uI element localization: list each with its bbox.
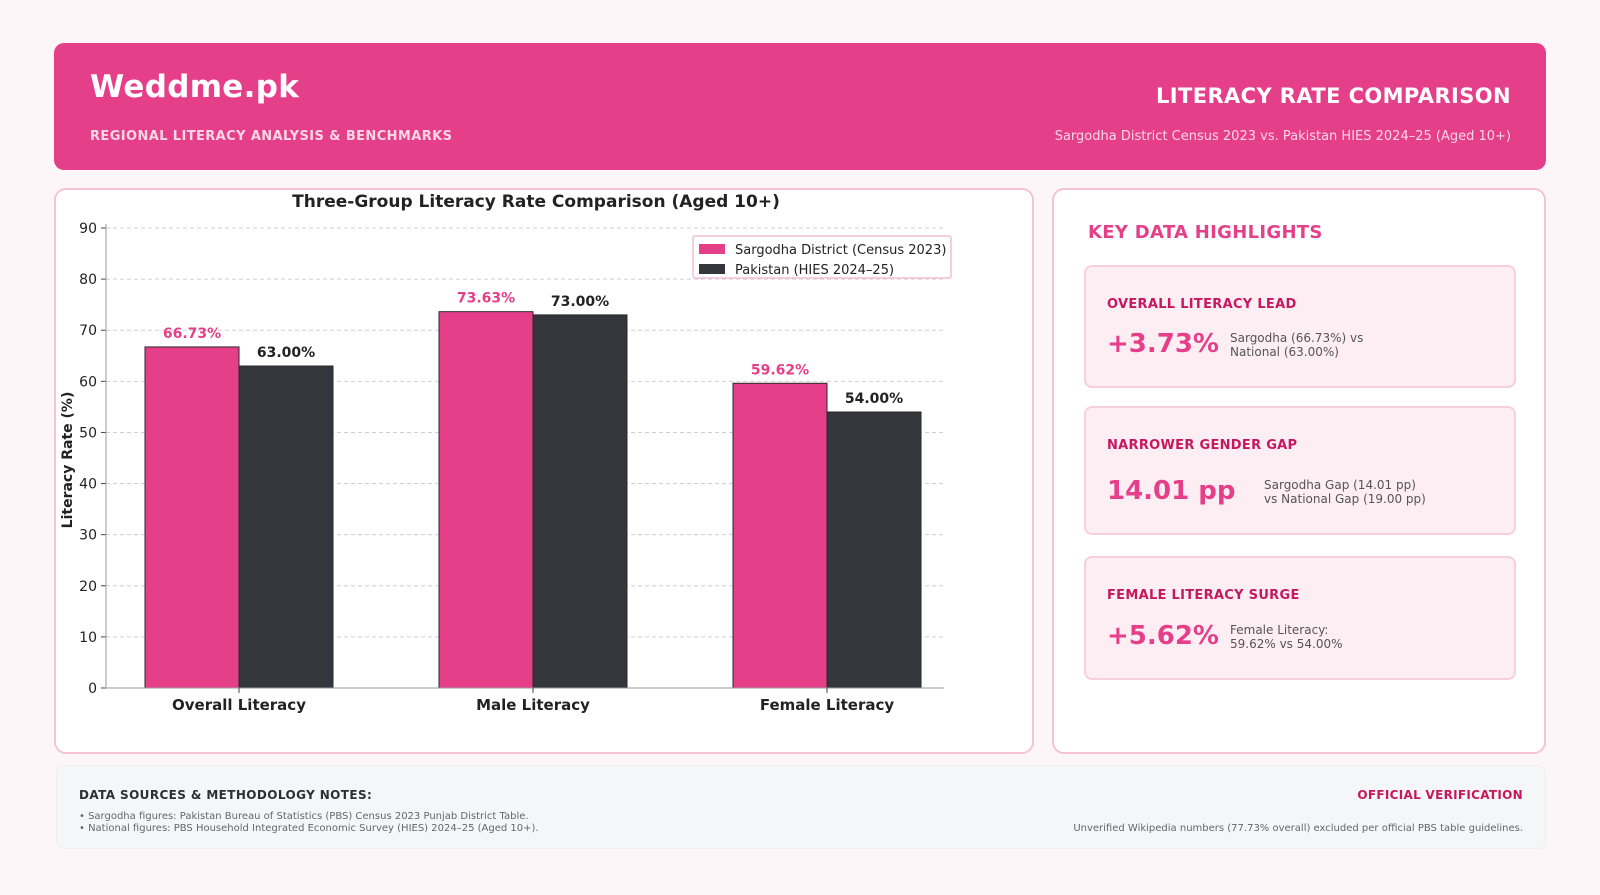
card-title: OVERALL LITERACY LEAD bbox=[1107, 297, 1297, 312]
bar-pakistan bbox=[238, 365, 334, 689]
x-tick-label: Male Literacy bbox=[476, 696, 590, 714]
y-tick-label: 0 bbox=[88, 681, 97, 697]
y-tick-label: 90 bbox=[79, 221, 97, 237]
brand-name: Weddme.pk bbox=[90, 69, 300, 105]
card-value: 14.01 pp bbox=[1107, 476, 1236, 506]
y-tick-label: 60 bbox=[79, 374, 97, 390]
data-label: 63.00% bbox=[257, 345, 315, 361]
card-description: Female Literacy: 59.62% vs 54.00% bbox=[1230, 623, 1343, 651]
footer-notes: DATA SOURCES & METHODOLOGY NOTES: • Sarg… bbox=[56, 765, 1546, 849]
legend-box bbox=[692, 235, 952, 279]
data-label: 73.63% bbox=[457, 291, 515, 307]
card-description: Sargodha (66.73%) vs National (63.00%) bbox=[1230, 331, 1364, 359]
bar-chart: Three-Group Literacy Rate Comparison (Ag… bbox=[60, 192, 952, 714]
footer-note-list: • Sargodha figures: Pakistan Bureau of S… bbox=[79, 811, 539, 835]
data-label: 66.73% bbox=[163, 326, 221, 342]
chart-panel: Three-Group Literacy Rate Comparison (Ag… bbox=[54, 188, 1034, 754]
y-tick-label: 80 bbox=[79, 272, 97, 288]
page-title: LITERACY RATE COMPARISON bbox=[1155, 84, 1511, 108]
card-title: FEMALE LITERACY SURGE bbox=[1107, 588, 1300, 603]
y-axis-label: Literacy Rate (%) bbox=[60, 392, 76, 529]
card-title: NARROWER GENDER GAP bbox=[1107, 438, 1298, 453]
footer-note: • Sargodha figures: Pakistan Bureau of S… bbox=[79, 811, 529, 822]
bar-sargodha bbox=[438, 311, 534, 689]
data-label: 54.00% bbox=[845, 391, 903, 407]
verification-note: Unverified Wikipedia numbers (77.73% ove… bbox=[1073, 823, 1523, 834]
bar-pakistan bbox=[826, 411, 922, 689]
verification-title: OFFICIAL VERIFICATION bbox=[1357, 788, 1523, 802]
brand-subtitle: REGIONAL LITERACY ANALYSIS & BENCHMARKS bbox=[90, 129, 453, 144]
highlights-panel: KEY DATA HIGHLIGHTS OVERALL LITERACY LEA… bbox=[1052, 188, 1546, 754]
chart-legend: Sargodha District (Census 2023) Pakistan … bbox=[692, 235, 952, 279]
highlight-card-gender-gap: NARROWER GENDER GAP 14.01 pp Sargodha Ga… bbox=[1084, 406, 1516, 535]
highlight-card-overall: OVERALL LITERACY LEAD +3.73% Sargodha (6… bbox=[1084, 265, 1516, 388]
footer-title: DATA SOURCES & METHODOLOGY NOTES: bbox=[79, 788, 373, 802]
data-label: 73.00% bbox=[551, 294, 609, 310]
legend-swatch bbox=[699, 264, 725, 274]
legend-swatch bbox=[699, 244, 725, 254]
highlights-title: KEY DATA HIGHLIGHTS bbox=[1088, 222, 1323, 243]
card-description: Sargodha Gap (14.01 pp) vs National Gap … bbox=[1264, 478, 1426, 506]
chart-title: Three-Group Literacy Rate Comparison (Ag… bbox=[292, 192, 780, 212]
header-banner: Weddme.pk REGIONAL LITERACY ANALYSIS & B… bbox=[54, 43, 1546, 170]
bar-sargodha bbox=[144, 346, 240, 689]
card-value: +3.73% bbox=[1107, 329, 1219, 359]
highlight-card-female: FEMALE LITERACY SURGE +5.62% Female Lite… bbox=[1084, 556, 1516, 680]
footer-note: • National figures: PBS Household Integr… bbox=[79, 823, 539, 834]
card-value: +5.62% bbox=[1107, 621, 1219, 651]
y-tick-label: 50 bbox=[79, 425, 97, 441]
data-label: 59.62% bbox=[751, 362, 809, 378]
legend-label: Sargodha District (Census 2023) bbox=[735, 243, 946, 258]
y-tick-label: 30 bbox=[79, 528, 97, 544]
y-tick-label: 10 bbox=[79, 630, 97, 646]
y-tick-label: 20 bbox=[79, 579, 97, 595]
bar-pakistan bbox=[532, 314, 628, 689]
legend-label: Pakistan (HIES 2024–25) bbox=[735, 263, 894, 278]
page-description: Sargodha District Census 2023 vs. Pakist… bbox=[1054, 129, 1511, 144]
x-tick-label: Overall Literacy bbox=[172, 696, 306, 714]
x-tick-label: Female Literacy bbox=[760, 696, 895, 714]
y-tick-label: 70 bbox=[79, 323, 97, 339]
bar-sargodha bbox=[732, 382, 828, 689]
y-tick-label: 40 bbox=[79, 477, 97, 493]
